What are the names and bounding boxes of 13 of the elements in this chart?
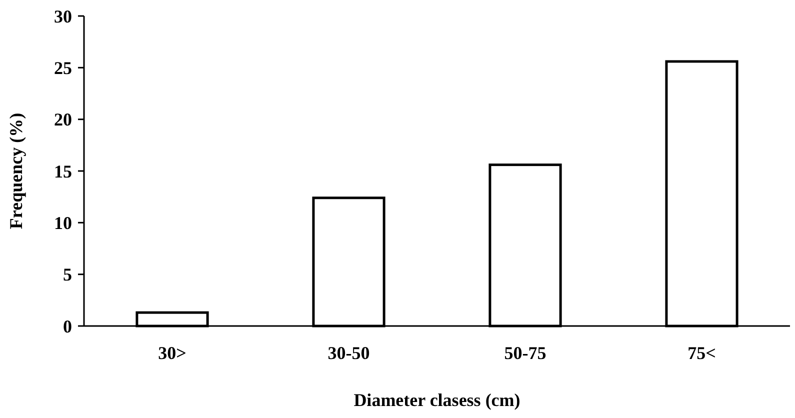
x-axis-title: Diameter clasess (cm) — [354, 390, 520, 410]
y-tick-label: 10 — [54, 212, 72, 233]
y-tick-label: 20 — [54, 110, 72, 130]
x-tick-label: 50-75 — [504, 343, 546, 363]
y-tick-label: 15 — [54, 161, 72, 182]
x-tick-label: 30> — [158, 343, 186, 363]
y-tick-label: 30 — [54, 6, 72, 26]
y-tick-label: 5 — [63, 264, 72, 285]
x-tick-label: 30-50 — [328, 343, 370, 363]
y-tick-label: 25 — [54, 58, 72, 78]
y-axis-title: Frequency (%) — [6, 112, 26, 230]
x-tick-label: 75< — [688, 343, 716, 363]
y-tick-label: 0 — [63, 316, 72, 336]
